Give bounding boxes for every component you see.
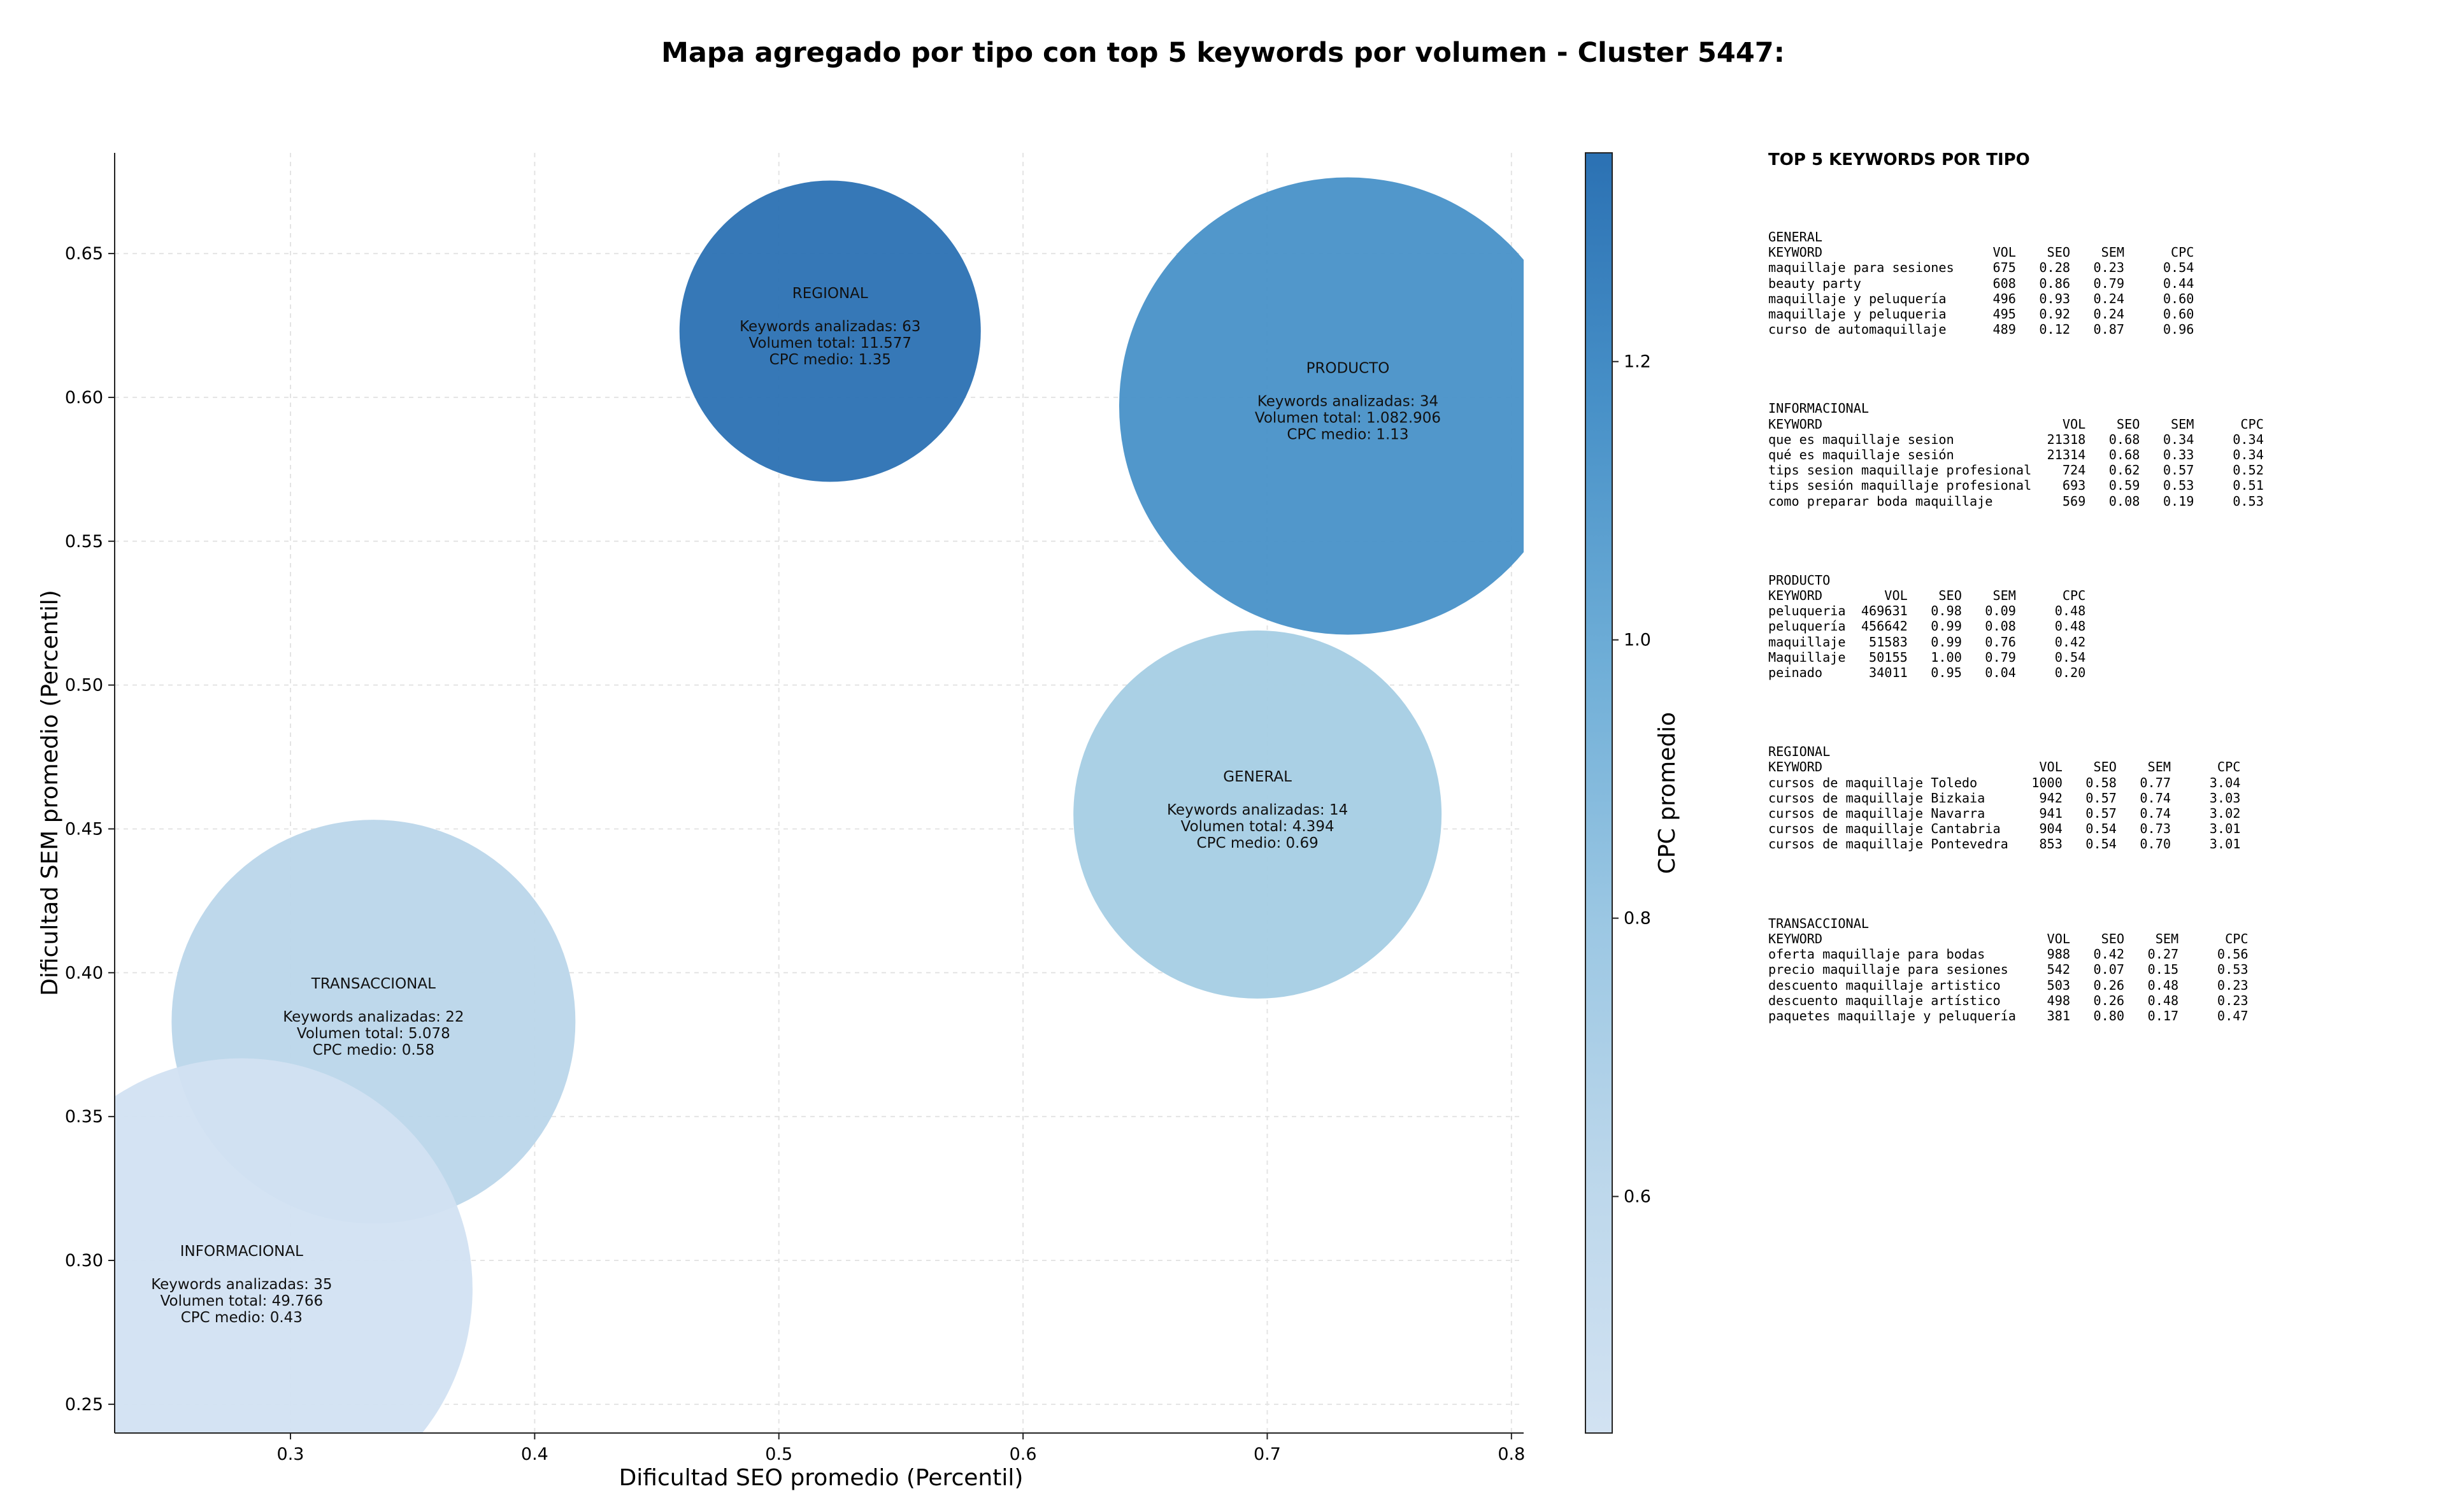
bubble-label: CPC medio: 0.69 (1197, 835, 1319, 852)
bubble-point (679, 180, 981, 482)
keyword-table-transaccional: TRANSACCIONAL KEYWORD VOL SEO SEM CPC of… (1768, 915, 2249, 1023)
x-tick-label: 0.5 (765, 1444, 792, 1464)
axes: 0.3 0.4 0.5 0.6 0.7 0.8 0.25 0.30 0.35 0.40 0.45 0.… (65, 153, 1525, 1464)
bubble-label: REGIONAL (792, 285, 868, 302)
bubble-label: CPC medio: 0.43 (181, 1309, 303, 1326)
bubble-point (115, 1058, 473, 1433)
y-tick-label: 0.60 (65, 388, 103, 408)
bubble-label: Keywords analizadas: 34 (1257, 393, 1438, 410)
keyword-block-producto: PRODUCTO KEYWORD VOL SEO SEM CPC peluque… (1768, 573, 2431, 680)
bubble-label: GENERAL (1223, 769, 1292, 785)
x-tick-label: 0.8 (1498, 1444, 1525, 1464)
colorbar-title: CPC promedio (1654, 712, 1680, 874)
bubble-label: Volumen total: 1.082.906 (1255, 410, 1441, 426)
bubble-point (1073, 630, 1442, 999)
colorbar-tick-label: 1.2 (1624, 352, 1651, 372)
y-tick-label: 0.45 (65, 819, 103, 839)
bubble-label: Volumen total: 5.078 (297, 1025, 450, 1042)
bubble-label: TRANSACCIONAL (311, 976, 436, 992)
y-tick-label: 0.40 (65, 963, 103, 983)
bubble-label: PRODUCTO (1306, 360, 1390, 376)
keyword-table-regional: REGIONAL KEYWORD VOL SEO SEM CPC cursos … (1768, 744, 2241, 852)
y-tick-label: 0.30 (65, 1251, 103, 1271)
x-tick-label: 0.7 (1254, 1444, 1281, 1464)
keyword-block-regional: REGIONAL KEYWORD VOL SEO SEM CPC cursos … (1768, 744, 2431, 852)
colorbar-tick-label: 0.6 (1624, 1187, 1651, 1207)
bubble-label: CPC medio: 0.58 (313, 1042, 434, 1059)
bubble-label: INFORMACIONAL (180, 1243, 303, 1260)
bubble-label: CPC medio: 1.13 (1287, 426, 1408, 443)
x-tick-label: 0.6 (1010, 1444, 1037, 1464)
bubble-label: Volumen total: 11.577 (748, 335, 912, 352)
y-axis-title: Dificultad SEM promedio (Percentil) (37, 590, 63, 996)
bubble-point (1119, 177, 1524, 635)
bubble-label: Volumen total: 49.766 (161, 1293, 324, 1309)
bubble-label: Keywords analizadas: 22 (283, 1009, 464, 1025)
bubble-label: Keywords analizadas: 35 (151, 1276, 332, 1293)
keyword-table-informacional: INFORMACIONAL KEYWORD VOL SEO SEM CPC qu… (1768, 401, 2264, 509)
bubble-label: Volumen total: 4.394 (1181, 818, 1334, 835)
keyword-block-general: GENERAL KEYWORD VOL SEO SEM CPC maquilla… (1768, 229, 2431, 337)
y-tick-label: 0.25 (65, 1395, 103, 1415)
bubble-label: Keywords analizadas: 63 (740, 318, 920, 335)
y-tick-label: 0.50 (65, 676, 103, 695)
top-keywords-panel: TOP 5 KEYWORDS POR TIPO GENERAL KEYWORD … (1768, 150, 2431, 1087)
keyword-block-transaccional: TRANSACCIONAL KEYWORD VOL SEO SEM CPC of… (1768, 916, 2431, 1023)
colorbar-tick-label: 0.8 (1624, 909, 1651, 929)
top-keywords-heading: TOP 5 KEYWORDS POR TIPO (1768, 150, 2030, 169)
y-tick-label: 0.55 (65, 532, 103, 552)
y-tick-label: 0.35 (65, 1107, 103, 1127)
x-tick-label: 0.3 (277, 1444, 304, 1464)
keyword-block-informacional: INFORMACIONAL KEYWORD VOL SEO SEM CPC qu… (1768, 401, 2431, 508)
x-axis-title: Dificultad SEO promedio (Percentil) (619, 1465, 1024, 1491)
bubble-label: Keywords analizadas: 14 (1167, 802, 1348, 818)
colorbar-tick-label: 1.0 (1624, 631, 1651, 650)
keyword-table-general: GENERAL KEYWORD VOL SEO SEM CPC maquilla… (1768, 229, 2194, 338)
y-tick-label: 0.65 (65, 244, 103, 264)
x-tick-label: 0.4 (521, 1444, 548, 1464)
chart-title: Mapa agregado por tipo con top 5 keyword… (661, 37, 1785, 69)
colorbar-gradient (1585, 152, 1613, 1434)
bubble-label: CPC medio: 1.35 (769, 352, 891, 368)
keyword-table-producto: PRODUCTO KEYWORD VOL SEO SEM CPC peluque… (1768, 572, 2086, 681)
colorbar: 0.6 0.8 1.0 1.2 (1585, 152, 1651, 1434)
